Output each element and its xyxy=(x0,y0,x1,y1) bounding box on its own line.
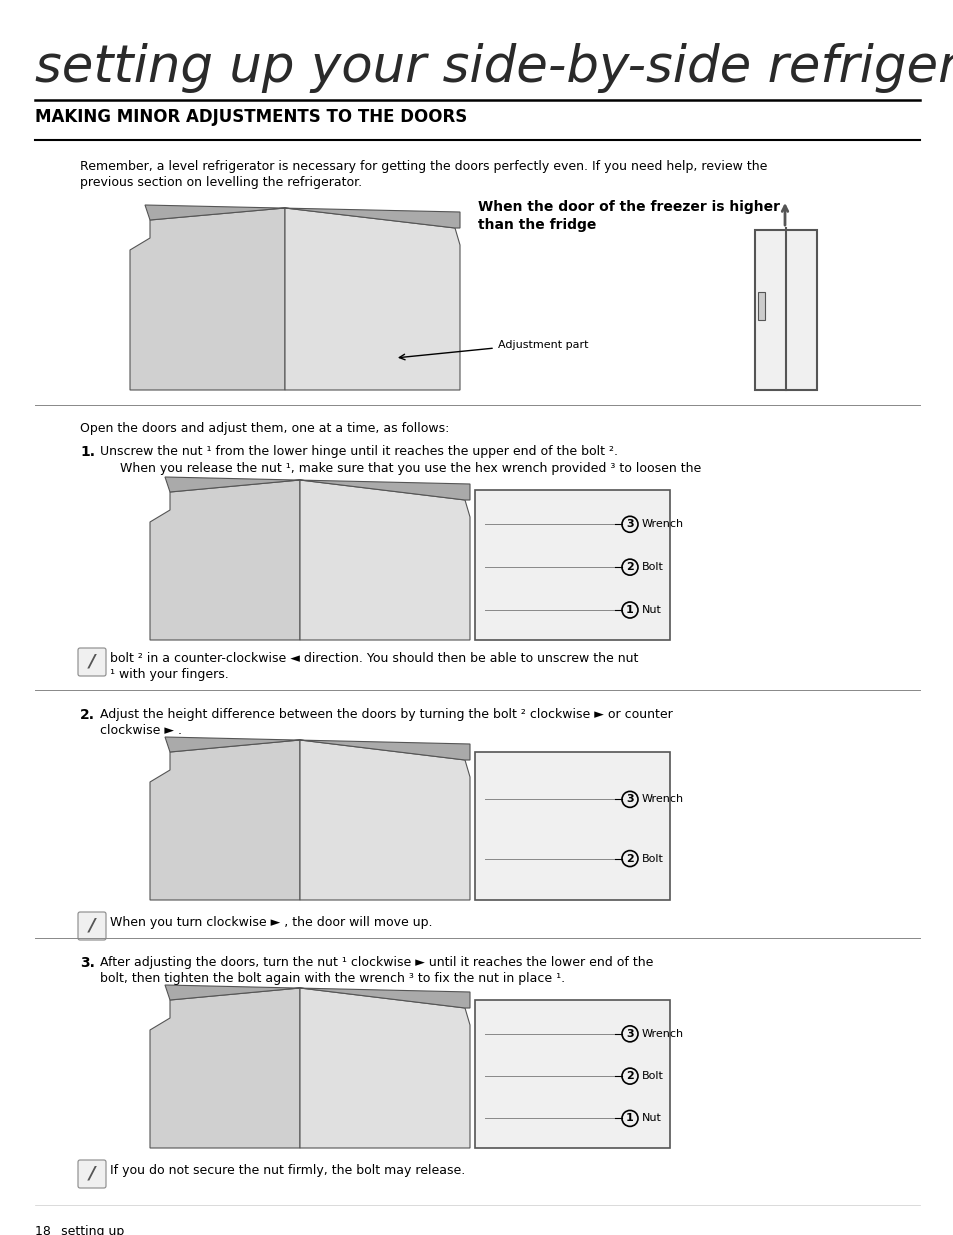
Text: ¹ with your fingers.: ¹ with your fingers. xyxy=(110,668,229,680)
Text: If you do not secure the nut firmly, the bolt may release.: If you do not secure the nut firmly, the… xyxy=(110,1165,465,1177)
Polygon shape xyxy=(299,480,470,640)
Text: 18_ setting up: 18_ setting up xyxy=(35,1225,124,1235)
Polygon shape xyxy=(299,740,470,900)
Text: When you turn clockwise ► , the door will move up.: When you turn clockwise ► , the door wil… xyxy=(110,916,432,929)
Text: previous section on levelling the refrigerator.: previous section on levelling the refrig… xyxy=(80,177,362,189)
Text: Adjust the height difference between the doors by turning the bolt ² clockwise ►: Adjust the height difference between the… xyxy=(100,708,672,721)
Polygon shape xyxy=(150,480,299,640)
FancyBboxPatch shape xyxy=(754,230,816,390)
Text: Nut: Nut xyxy=(641,605,661,615)
Text: 1: 1 xyxy=(625,605,633,615)
Text: 2: 2 xyxy=(625,853,633,863)
Text: 2: 2 xyxy=(625,562,633,572)
Text: /: / xyxy=(89,918,95,935)
Polygon shape xyxy=(165,737,470,760)
Text: Remember, a level refrigerator is necessary for getting the doors perfectly even: Remember, a level refrigerator is necess… xyxy=(80,161,766,173)
Text: Bolt: Bolt xyxy=(641,853,663,863)
Text: Bolt: Bolt xyxy=(641,1071,663,1081)
FancyBboxPatch shape xyxy=(78,648,106,676)
Text: 2: 2 xyxy=(625,1071,633,1081)
Text: When the door of the freezer is higher: When the door of the freezer is higher xyxy=(477,200,780,214)
Text: Open the doors and adjust them, one at a time, as follows:: Open the doors and adjust them, one at a… xyxy=(80,422,449,435)
Text: MAKING MINOR ADJUSTMENTS TO THE DOORS: MAKING MINOR ADJUSTMENTS TO THE DOORS xyxy=(35,107,467,126)
Text: Wrench: Wrench xyxy=(641,519,683,530)
Text: 3: 3 xyxy=(625,794,633,804)
FancyBboxPatch shape xyxy=(78,1160,106,1188)
Polygon shape xyxy=(130,207,285,390)
Text: Wrench: Wrench xyxy=(641,794,683,804)
Text: 3: 3 xyxy=(625,519,633,530)
Text: Unscrew the nut ¹ from the lower hinge until it reaches the upper end of the bol: Unscrew the nut ¹ from the lower hinge u… xyxy=(100,445,618,458)
Text: 2.: 2. xyxy=(80,708,95,722)
Polygon shape xyxy=(150,740,299,900)
Text: 3.: 3. xyxy=(80,956,94,969)
FancyBboxPatch shape xyxy=(78,911,106,940)
Polygon shape xyxy=(165,986,470,1008)
Text: 1: 1 xyxy=(625,1114,633,1124)
Text: than the fridge: than the fridge xyxy=(477,219,596,232)
FancyBboxPatch shape xyxy=(758,291,764,320)
Text: /: / xyxy=(89,1165,95,1183)
Polygon shape xyxy=(285,207,459,390)
Polygon shape xyxy=(145,205,459,228)
Text: When you release the nut ¹, make sure that you use the hex wrench provided ³ to : When you release the nut ¹, make sure th… xyxy=(120,462,700,475)
FancyBboxPatch shape xyxy=(475,1000,669,1149)
Text: After adjusting the doors, turn the nut ¹ clockwise ► until it reaches the lower: After adjusting the doors, turn the nut … xyxy=(100,956,653,969)
Text: Nut: Nut xyxy=(641,1114,661,1124)
Text: setting up your side-by-side refrigerator: setting up your side-by-side refrigerato… xyxy=(35,43,953,93)
Text: 1.: 1. xyxy=(80,445,95,459)
Text: /: / xyxy=(89,653,95,671)
Text: clockwise ► .: clockwise ► . xyxy=(100,724,182,737)
Text: 3: 3 xyxy=(625,1029,633,1039)
Polygon shape xyxy=(150,988,299,1149)
Text: bolt, then tighten the bolt again with the wrench ³ to fix the nut in place ¹.: bolt, then tighten the bolt again with t… xyxy=(100,972,564,986)
Polygon shape xyxy=(299,988,470,1149)
Polygon shape xyxy=(165,477,470,500)
FancyBboxPatch shape xyxy=(475,490,669,640)
Text: bolt ² in a counter-clockwise ◄ direction. You should then be able to unscrew th: bolt ² in a counter-clockwise ◄ directio… xyxy=(110,652,638,664)
Text: Adjustment part: Adjustment part xyxy=(497,340,588,350)
Text: Bolt: Bolt xyxy=(641,562,663,572)
FancyBboxPatch shape xyxy=(475,752,669,900)
Text: Wrench: Wrench xyxy=(641,1029,683,1039)
